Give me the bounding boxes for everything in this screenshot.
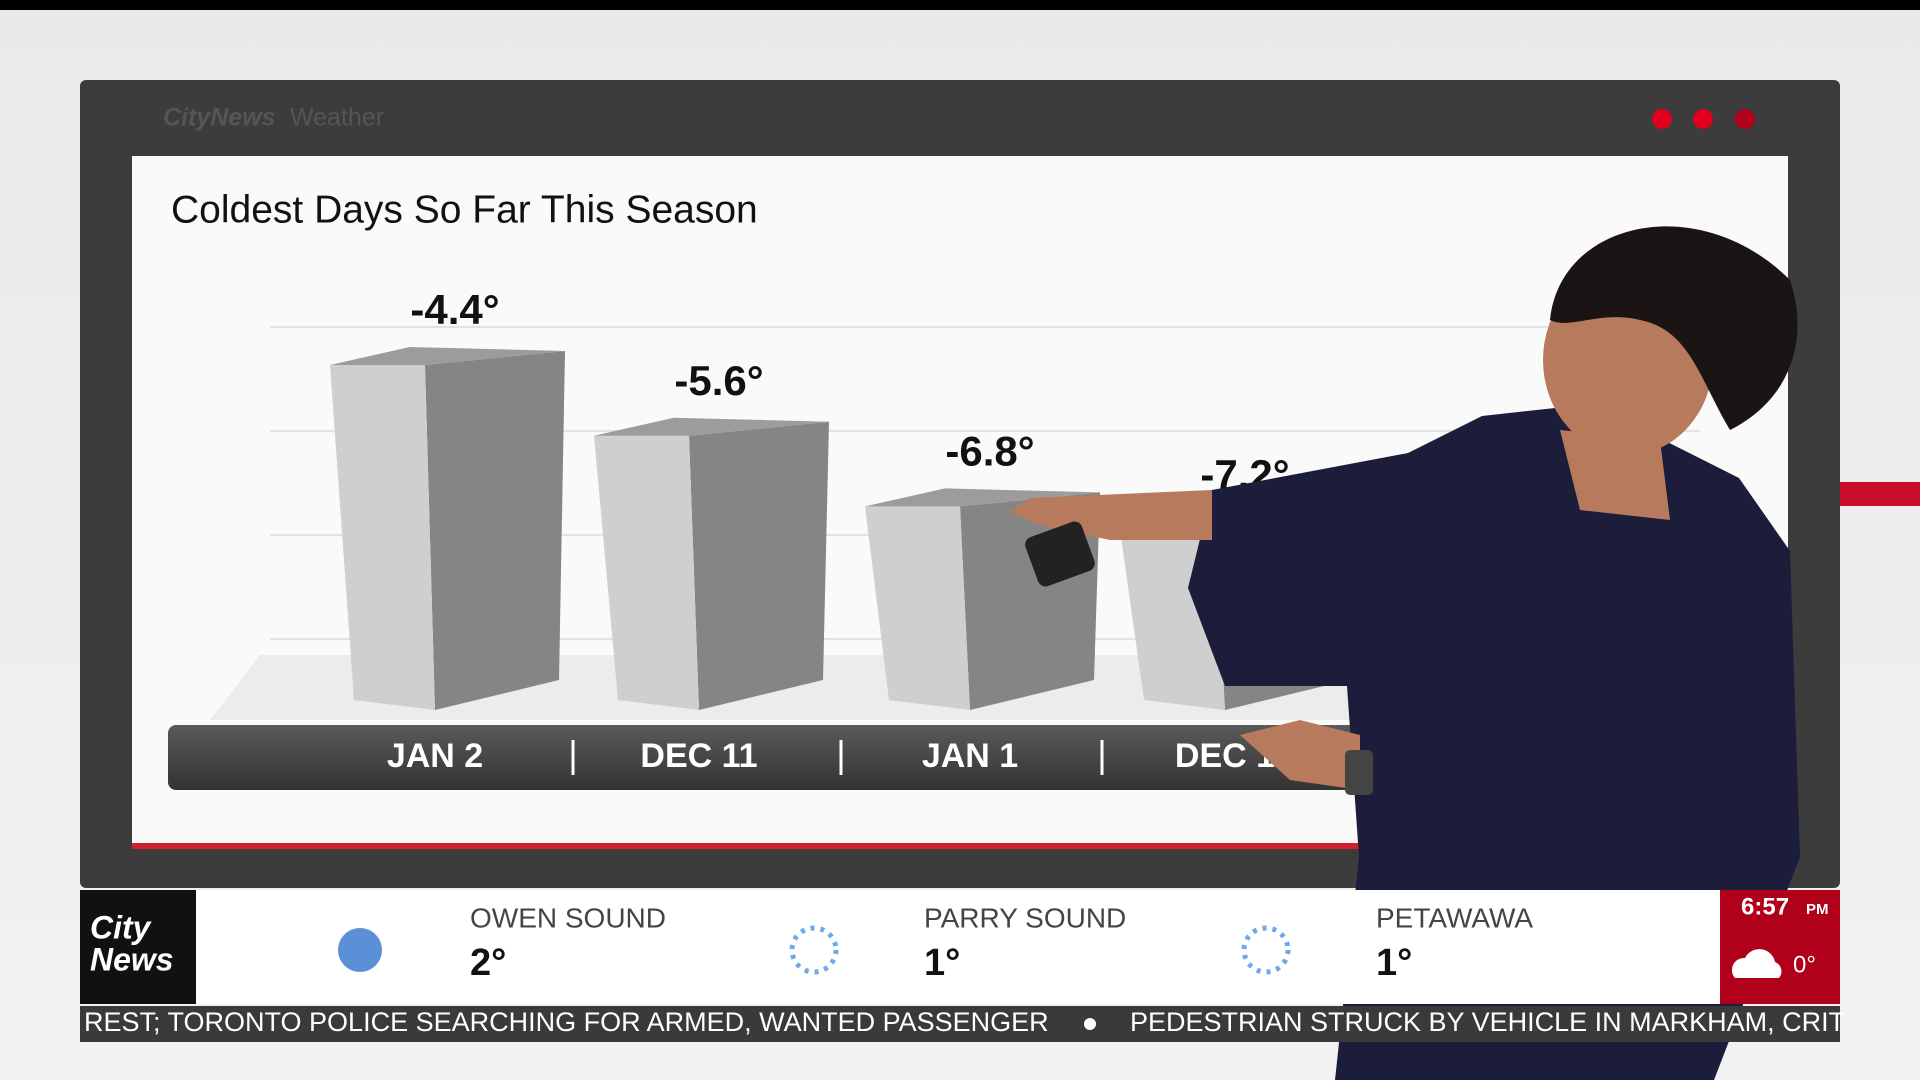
watch [1345, 750, 1373, 795]
bar [330, 347, 565, 710]
bars: -4.4°-5.6°-6.8°-7.2° [330, 286, 1355, 710]
bar-front [865, 506, 970, 710]
value-label: -6.8° [945, 428, 1034, 475]
weather-icon [789, 925, 839, 975]
bar-front [594, 435, 699, 710]
x-tick-label: JAN 1 [922, 737, 1018, 775]
brand: CityNews [163, 104, 276, 132]
hair [1550, 226, 1798, 430]
bar-front [330, 365, 435, 710]
ticker-dot [1084, 1018, 1096, 1030]
bar-top [330, 347, 565, 365]
x-tick-label: DEC 11 [640, 737, 757, 775]
city-temp: 1° [924, 942, 960, 984]
hand [1240, 720, 1360, 790]
current-temp: 0° [1793, 951, 1816, 978]
value-label: -4.4° [410, 286, 499, 333]
bar-top [594, 417, 829, 436]
city-name: OWEN SOUND [470, 902, 666, 933]
logo: City [90, 909, 153, 945]
logo-box [80, 890, 196, 1004]
chart-title: Coldest Days So Far This Season [171, 188, 758, 231]
city-temp: 2° [470, 942, 506, 984]
dot [1652, 109, 1672, 129]
cities: OWEN SOUND 2° PARRY SOUND 1° PETAWAWA 1° [338, 902, 1533, 984]
clicker [1025, 521, 1095, 587]
dot [1693, 109, 1713, 129]
side-accent [1840, 482, 1920, 506]
categories: JAN 2 DEC 11 JAN 1 DEC 1 [387, 737, 1275, 775]
weather-icon [338, 928, 382, 972]
bar [594, 417, 829, 710]
city-name: PARRY SOUND [924, 902, 1126, 933]
logo: News [90, 941, 174, 977]
top-bar [0, 0, 1920, 10]
ticker-item: REST; TORONTO POLICE SEARCHING FOR ARMED… [84, 1007, 1049, 1037]
dot [1735, 109, 1755, 129]
bar-side [425, 351, 565, 710]
value-label: -5.6° [674, 357, 763, 404]
section: Weather [290, 104, 384, 132]
clock-box [1720, 890, 1840, 1004]
bar-top [865, 488, 1100, 507]
city-name: PETAWAWA [1376, 902, 1533, 933]
ticker-item: PEDESTRIAN STRUCK BY VEHICLE IN MARKHAM,… [1130, 1007, 1845, 1037]
bar-side [689, 421, 829, 710]
ticker [80, 1006, 1840, 1042]
clock-time: 6:57 [1741, 893, 1789, 920]
x-tick-label: JAN 2 [387, 737, 483, 775]
cloud-icon [1731, 949, 1782, 978]
clock-period: PM [1806, 901, 1829, 918]
city-temp: 1° [1376, 942, 1412, 984]
strip [196, 890, 1720, 1004]
panel-accent [132, 843, 1788, 849]
weather-icon [1241, 925, 1291, 975]
